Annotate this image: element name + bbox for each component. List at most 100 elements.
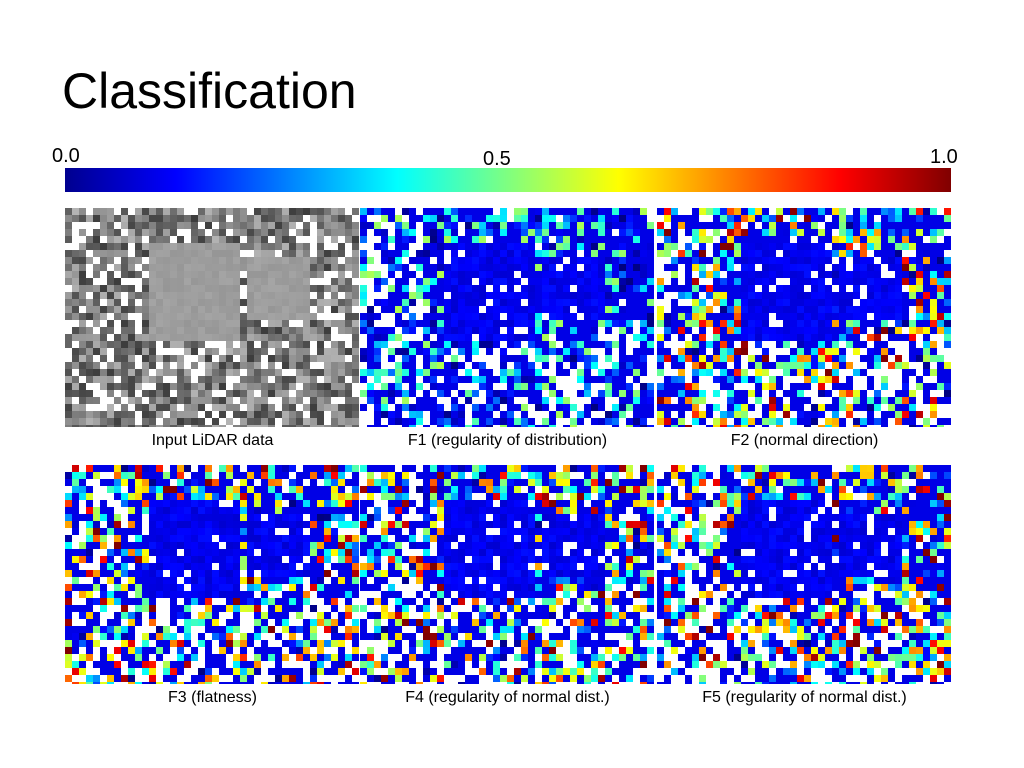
pixel	[783, 313, 790, 320]
pixel	[657, 299, 664, 306]
pixel	[556, 418, 563, 425]
pixel	[755, 397, 762, 404]
pixel	[100, 271, 107, 278]
pixel	[367, 341, 374, 348]
pixel	[331, 341, 338, 348]
pixel	[198, 292, 205, 299]
pixel	[776, 299, 783, 306]
pixel	[664, 320, 671, 327]
pixel	[324, 397, 331, 404]
pixel	[727, 355, 734, 362]
pixel	[184, 479, 191, 486]
pixel	[345, 577, 352, 584]
pixel	[100, 472, 107, 479]
pixel	[240, 570, 247, 577]
pixel	[916, 383, 923, 390]
pixel	[542, 376, 549, 383]
pixel	[317, 383, 324, 390]
pixel	[79, 327, 86, 334]
pixel	[324, 306, 331, 313]
pixel	[191, 222, 198, 229]
pixel	[107, 563, 114, 570]
pixel	[352, 486, 359, 493]
pixel	[535, 327, 542, 334]
pixel	[170, 528, 177, 535]
pixel	[324, 591, 331, 598]
pixel	[916, 271, 923, 278]
pixel	[804, 236, 811, 243]
pixel	[832, 425, 839, 427]
pixel	[762, 397, 769, 404]
pixel	[331, 465, 338, 472]
pixel	[535, 348, 542, 355]
pixel	[65, 397, 72, 404]
pixel	[177, 271, 184, 278]
pixel	[811, 306, 818, 313]
pixel	[219, 528, 226, 535]
pixel	[177, 479, 184, 486]
pixel	[755, 278, 762, 285]
pixel	[205, 577, 212, 584]
pixel	[895, 229, 902, 236]
pixel	[685, 257, 692, 264]
pixel	[226, 521, 233, 528]
pixel	[853, 236, 860, 243]
pixel	[619, 348, 626, 355]
pixel	[254, 465, 261, 472]
pixel	[881, 264, 888, 271]
pixel	[776, 236, 783, 243]
pixel	[762, 334, 769, 341]
pixel	[783, 327, 790, 334]
pixel	[797, 257, 804, 264]
pixel	[916, 376, 923, 383]
pixel	[268, 577, 275, 584]
pixel	[324, 411, 331, 418]
pixel	[395, 222, 402, 229]
pixel	[881, 369, 888, 376]
pixel	[783, 285, 790, 292]
pixel	[367, 229, 374, 236]
pixel	[416, 250, 423, 257]
pixel	[128, 355, 135, 362]
pixel	[338, 479, 345, 486]
pixel	[437, 285, 444, 292]
pixel	[310, 369, 317, 376]
pixel	[626, 320, 633, 327]
pixel	[839, 243, 846, 250]
pixel	[107, 306, 114, 313]
pixel	[324, 243, 331, 250]
pixel	[142, 397, 149, 404]
pixel	[790, 250, 797, 257]
pixel	[895, 236, 902, 243]
pixel	[902, 243, 909, 250]
pixel	[360, 383, 367, 390]
pixel	[212, 486, 219, 493]
pixel	[107, 418, 114, 425]
pixel	[198, 236, 205, 243]
pixel	[465, 327, 472, 334]
pixel	[542, 257, 549, 264]
pixel	[685, 425, 692, 427]
pixel	[254, 411, 261, 418]
pixel	[317, 278, 324, 285]
pixel	[324, 229, 331, 236]
pixel	[570, 425, 577, 427]
pixel	[633, 397, 640, 404]
pixel	[493, 306, 500, 313]
pixel	[107, 369, 114, 376]
pixel	[191, 215, 198, 222]
pixel	[846, 285, 853, 292]
pixel	[135, 514, 142, 521]
pixel	[310, 313, 317, 320]
pixel	[226, 355, 233, 362]
pixel	[135, 285, 142, 292]
pixel	[825, 362, 832, 369]
pixel	[360, 348, 367, 355]
pixel	[156, 577, 163, 584]
pixel	[219, 605, 226, 612]
pixel	[219, 549, 226, 556]
pixel	[135, 208, 142, 215]
pixel	[156, 521, 163, 528]
pixel	[198, 577, 205, 584]
pixel	[338, 612, 345, 619]
